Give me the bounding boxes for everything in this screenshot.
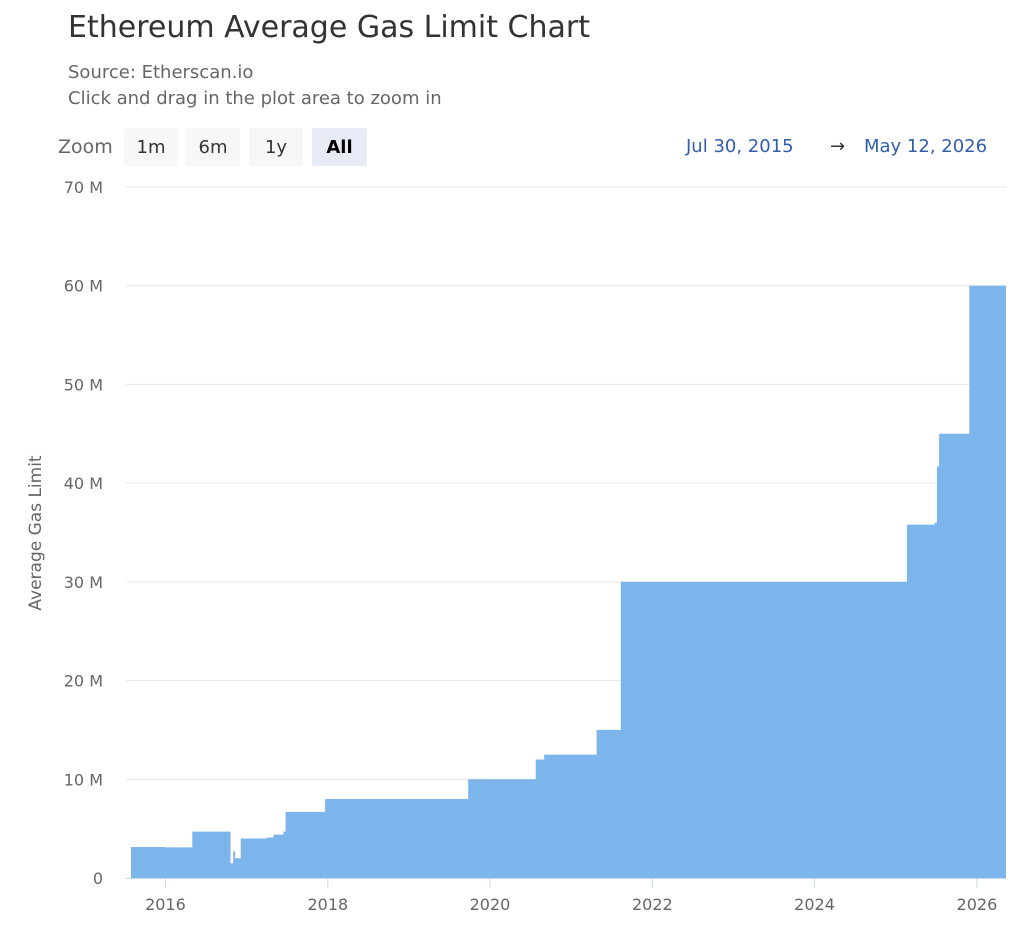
- range-to-input[interactable]: May 12, 2026: [864, 136, 988, 157]
- range-from-input[interactable]: Jul 30, 2015: [686, 136, 794, 157]
- zoom-all-button[interactable]: All: [312, 128, 367, 166]
- zoom-hint: Click and drag in the plot area to zoom …: [68, 88, 442, 109]
- zoom-1y-button[interactable]: 1y: [249, 128, 303, 166]
- x-tick-label: 2018: [307, 895, 348, 914]
- zoom-1m-button[interactable]: 1m: [124, 128, 178, 166]
- x-tick-label: 2026: [957, 895, 998, 914]
- x-tick-label: 2024: [794, 895, 835, 914]
- y-axis-title: Average Gas Limit: [26, 455, 46, 611]
- gas-limit-area[interactable]: [131, 285, 1006, 878]
- zoom-6m-button[interactable]: 6m: [186, 128, 240, 166]
- y-tick-label: 50 M: [64, 375, 103, 394]
- y-tick-label: 20 M: [64, 672, 103, 691]
- y-tick-label: 10 M: [64, 770, 103, 789]
- chart-title: Ethereum Average Gas Limit Chart: [68, 10, 590, 45]
- zoom-label: Zoom: [58, 136, 113, 158]
- source-label: Source: Etherscan.io: [68, 62, 254, 83]
- chart-subtitle: Source: Etherscan.io Click and drag in t…: [68, 60, 442, 112]
- x-tick-label: 2016: [145, 895, 186, 914]
- y-tick-label: 70 M: [64, 178, 103, 197]
- x-tick-label: 2022: [632, 895, 673, 914]
- y-tick-label: 40 M: [64, 474, 103, 493]
- y-tick-label: 30 M: [64, 573, 103, 592]
- x-tick-label: 2020: [470, 895, 511, 914]
- y-tick-label: 60 M: [64, 277, 103, 296]
- range-arrow-icon: →: [830, 136, 846, 157]
- y-tick-label: 0: [93, 869, 103, 888]
